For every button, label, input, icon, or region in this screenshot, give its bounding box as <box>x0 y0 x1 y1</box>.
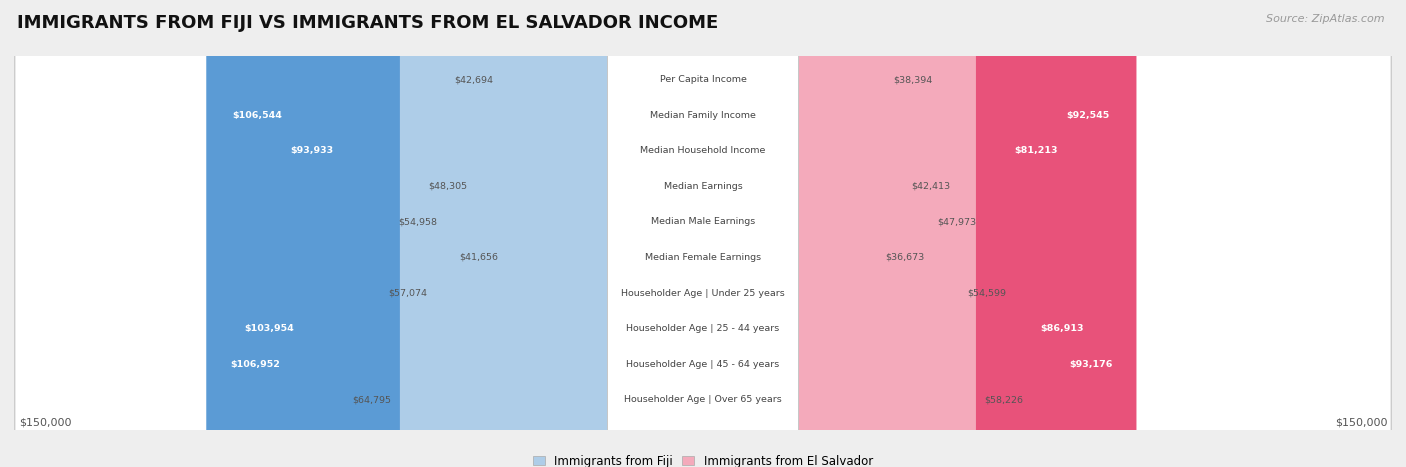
Text: $106,544: $106,544 <box>232 111 281 120</box>
Text: $150,000: $150,000 <box>18 417 72 427</box>
FancyBboxPatch shape <box>607 0 799 467</box>
FancyBboxPatch shape <box>399 0 709 467</box>
Text: $42,413: $42,413 <box>911 182 950 191</box>
FancyBboxPatch shape <box>607 0 799 467</box>
Text: $106,952: $106,952 <box>231 360 280 368</box>
FancyBboxPatch shape <box>15 0 1391 467</box>
Text: $64,795: $64,795 <box>353 395 392 404</box>
Text: $93,933: $93,933 <box>290 146 333 155</box>
FancyBboxPatch shape <box>15 0 1391 467</box>
FancyBboxPatch shape <box>607 0 799 467</box>
FancyBboxPatch shape <box>697 0 959 467</box>
FancyBboxPatch shape <box>446 0 709 467</box>
FancyBboxPatch shape <box>436 0 709 467</box>
Text: Median Male Earnings: Median Male Earnings <box>651 217 755 226</box>
Text: $36,673: $36,673 <box>886 253 925 262</box>
FancyBboxPatch shape <box>697 0 1133 467</box>
Text: Householder Age | 25 - 44 years: Householder Age | 25 - 44 years <box>627 324 779 333</box>
Text: Source: ZipAtlas.com: Source: ZipAtlas.com <box>1267 14 1385 24</box>
Text: $57,074: $57,074 <box>388 289 427 297</box>
Text: $48,305: $48,305 <box>429 182 467 191</box>
Text: $58,226: $58,226 <box>984 395 1024 404</box>
Legend: Immigrants from Fiji, Immigrants from El Salvador: Immigrants from Fiji, Immigrants from El… <box>529 450 877 467</box>
Text: Householder Age | 45 - 64 years: Householder Age | 45 - 64 years <box>627 360 779 368</box>
FancyBboxPatch shape <box>15 0 1391 467</box>
FancyBboxPatch shape <box>15 0 1391 467</box>
FancyBboxPatch shape <box>502 0 709 467</box>
FancyBboxPatch shape <box>607 0 799 467</box>
FancyBboxPatch shape <box>219 0 709 467</box>
FancyBboxPatch shape <box>607 0 799 467</box>
FancyBboxPatch shape <box>697 0 1081 467</box>
FancyBboxPatch shape <box>697 0 884 467</box>
Text: Median Family Income: Median Family Income <box>650 111 756 120</box>
Text: $54,958: $54,958 <box>398 217 437 226</box>
FancyBboxPatch shape <box>15 0 1391 467</box>
Text: $54,599: $54,599 <box>967 289 1007 297</box>
Text: Householder Age | Over 65 years: Householder Age | Over 65 years <box>624 395 782 404</box>
FancyBboxPatch shape <box>207 0 709 467</box>
FancyBboxPatch shape <box>607 0 799 467</box>
FancyBboxPatch shape <box>697 0 903 467</box>
Text: $38,394: $38,394 <box>893 75 932 84</box>
FancyBboxPatch shape <box>15 0 1391 467</box>
Text: $92,545: $92,545 <box>1066 111 1109 120</box>
Text: IMMIGRANTS FROM FIJI VS IMMIGRANTS FROM EL SALVADOR INCOME: IMMIGRANTS FROM FIJI VS IMMIGRANTS FROM … <box>17 14 718 32</box>
Text: $86,913: $86,913 <box>1040 324 1084 333</box>
FancyBboxPatch shape <box>697 0 929 467</box>
FancyBboxPatch shape <box>607 0 799 467</box>
FancyBboxPatch shape <box>15 0 1391 467</box>
Text: Median Female Earnings: Median Female Earnings <box>645 253 761 262</box>
FancyBboxPatch shape <box>15 0 1391 467</box>
Text: $81,213: $81,213 <box>1014 146 1057 155</box>
Text: $103,954: $103,954 <box>243 324 294 333</box>
Text: $47,973: $47,973 <box>938 217 976 226</box>
Text: $93,176: $93,176 <box>1069 360 1112 368</box>
FancyBboxPatch shape <box>15 0 1391 467</box>
FancyBboxPatch shape <box>697 0 1108 467</box>
FancyBboxPatch shape <box>15 0 1391 467</box>
FancyBboxPatch shape <box>475 0 709 467</box>
FancyBboxPatch shape <box>266 0 709 467</box>
FancyBboxPatch shape <box>607 0 799 467</box>
Text: $41,656: $41,656 <box>458 253 498 262</box>
FancyBboxPatch shape <box>697 0 976 467</box>
Text: $150,000: $150,000 <box>1334 417 1388 427</box>
FancyBboxPatch shape <box>208 0 709 467</box>
Text: Median Earnings: Median Earnings <box>664 182 742 191</box>
Text: Median Household Income: Median Household Income <box>640 146 766 155</box>
FancyBboxPatch shape <box>607 0 799 467</box>
FancyBboxPatch shape <box>506 0 709 467</box>
Text: Householder Age | Under 25 years: Householder Age | Under 25 years <box>621 289 785 297</box>
FancyBboxPatch shape <box>697 0 1136 467</box>
Text: Per Capita Income: Per Capita Income <box>659 75 747 84</box>
Text: $42,694: $42,694 <box>454 75 494 84</box>
FancyBboxPatch shape <box>607 0 799 467</box>
FancyBboxPatch shape <box>697 0 877 467</box>
